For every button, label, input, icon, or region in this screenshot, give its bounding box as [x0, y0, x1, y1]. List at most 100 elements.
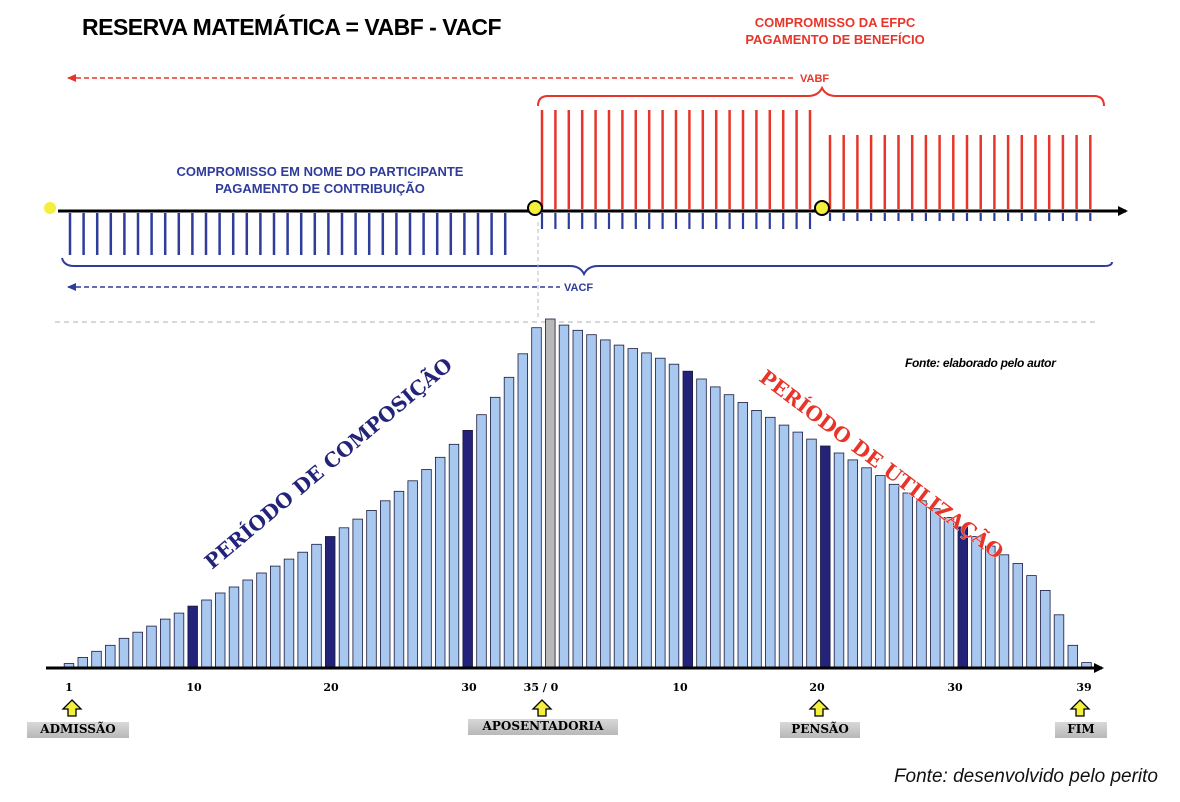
cashflow-arrowhead [1073, 0, 1077, 137]
milestone-retirement: APOSENTADORIA [468, 719, 618, 735]
reserve-bar [77, 657, 89, 668]
vabf-label: VABF [800, 73, 829, 85]
footer-source: Fonte: desenvolvido pelo perito [893, 766, 1158, 787]
reserve-bar [1040, 590, 1051, 668]
end-arrow-icon [1069, 699, 1091, 717]
source-note: Fonte: elaborado pelo autor [905, 356, 1056, 370]
reserve-bar [1081, 662, 1092, 668]
tick-label: 10 [672, 681, 688, 694]
reserve-bar [916, 500, 927, 668]
efpc-label-line: COMPROMISSO DA EFPC [754, 15, 916, 30]
reserve-bar [352, 518, 363, 668]
reserve-bar [462, 429, 473, 668]
vacf-brace [61, 257, 1113, 277]
reserve-bar [297, 551, 308, 668]
reserve-bar [132, 631, 143, 668]
reserve-bar [971, 536, 982, 668]
reserve-bar [710, 386, 721, 668]
reserve-bar [214, 592, 226, 668]
participant-label: COMPROMISSO EM NOME DO PARTICIPANTE PAGA… [110, 163, 530, 197]
reserve-bar [751, 409, 762, 668]
tick-label: 30 [947, 681, 963, 694]
reserve-bar [531, 327, 542, 668]
cashflow-arrowhead [1018, 0, 1022, 137]
retirement-arrow-icon [531, 699, 553, 717]
reserve-bar [407, 480, 418, 668]
reserve-bar [572, 329, 584, 668]
reserve-bar [517, 353, 529, 668]
milestone-arrows [61, 699, 1091, 717]
reserve-bar [765, 416, 776, 668]
reserve-bar [146, 625, 157, 668]
milestone-pension: PENSÃO [780, 722, 860, 738]
reserve-bar [668, 363, 680, 668]
reserve-bar [242, 579, 253, 668]
cashflow-arrowhead [538, 0, 543, 112]
reserve-bar [943, 517, 955, 668]
reserve-bar [888, 483, 900, 668]
reserve-bar [627, 348, 639, 668]
tick-label: 30 [461, 681, 477, 694]
reserve-bar [159, 618, 171, 668]
reserve-bar [283, 558, 295, 668]
pension-marker [814, 200, 830, 216]
tick-label: 39 [1076, 681, 1091, 694]
reserve-bar [861, 467, 872, 668]
vacf-label: VACF [564, 282, 593, 294]
reserve-bar [63, 663, 75, 668]
start-marker [44, 202, 56, 214]
cashflow-arrowhead [990, 0, 995, 137]
reserve-bar [957, 526, 969, 668]
reserve-bar [985, 545, 996, 668]
reserve-bar [503, 376, 515, 668]
tick-label: 20 [323, 681, 339, 694]
participant-label-line: COMPROMISSO EM NOME DO PARTICIPANTE [176, 164, 464, 179]
reserve-bar [421, 469, 432, 668]
reserve-bar [806, 438, 817, 668]
reserve-bar [228, 586, 240, 668]
reserve-bar [366, 509, 377, 668]
reserve-bar [393, 490, 405, 668]
tick-label: 35 / 0 [524, 681, 559, 694]
tick-label: 10 [186, 681, 202, 694]
reserve-bar [311, 543, 322, 668]
reserve-bar [269, 565, 281, 668]
reserve-bar [930, 508, 941, 668]
reserve-bar [1012, 563, 1024, 668]
reserve-bar [187, 605, 198, 668]
reserve-bar [600, 339, 611, 668]
reserve-bar [737, 402, 749, 668]
reserve-bar [792, 431, 804, 668]
reserve-bar [545, 318, 556, 668]
reserve-bar [847, 459, 859, 668]
reserve-bar [201, 599, 212, 668]
vabf-brace [537, 85, 1105, 107]
milestone-end: FIM [1055, 722, 1107, 738]
reserve-bar [586, 334, 597, 668]
efpc-label-line: PAGAMENTO DE BENEFÍCIO [745, 32, 925, 47]
reserve-bar [173, 612, 185, 668]
participant-label-line: PAGAMENTO DE CONTRIBUIÇÃO [215, 181, 425, 196]
reserve-bar [1067, 644, 1079, 668]
reserve-bar [338, 527, 350, 668]
retirement-marker [527, 200, 543, 216]
reserve-bar [613, 344, 625, 668]
tick-label: 1 [65, 681, 73, 694]
reserve-bar [558, 324, 570, 668]
reserve-bar [833, 452, 845, 668]
reserve-bar [476, 414, 487, 668]
reserve-bar [1053, 614, 1065, 668]
reserve-bar [105, 644, 116, 668]
cashflow-arrows [66, 0, 1092, 255]
reserve-bar [118, 637, 130, 668]
page-title: RESERVA MATEMÁTICA = VABF - VACF [82, 14, 502, 40]
reserve-bar [91, 650, 102, 668]
reserve-bar [324, 536, 336, 668]
reserve-bar [641, 352, 652, 668]
axis-tick-labels: 1 10 20 30 35 / 0 10 20 30 39 [65, 681, 1091, 694]
cashflow-arrowhead [1086, 0, 1091, 137]
reserve-bar [655, 357, 666, 668]
reserve-bar [696, 378, 707, 668]
cashflow-arrowhead [1059, 0, 1063, 137]
